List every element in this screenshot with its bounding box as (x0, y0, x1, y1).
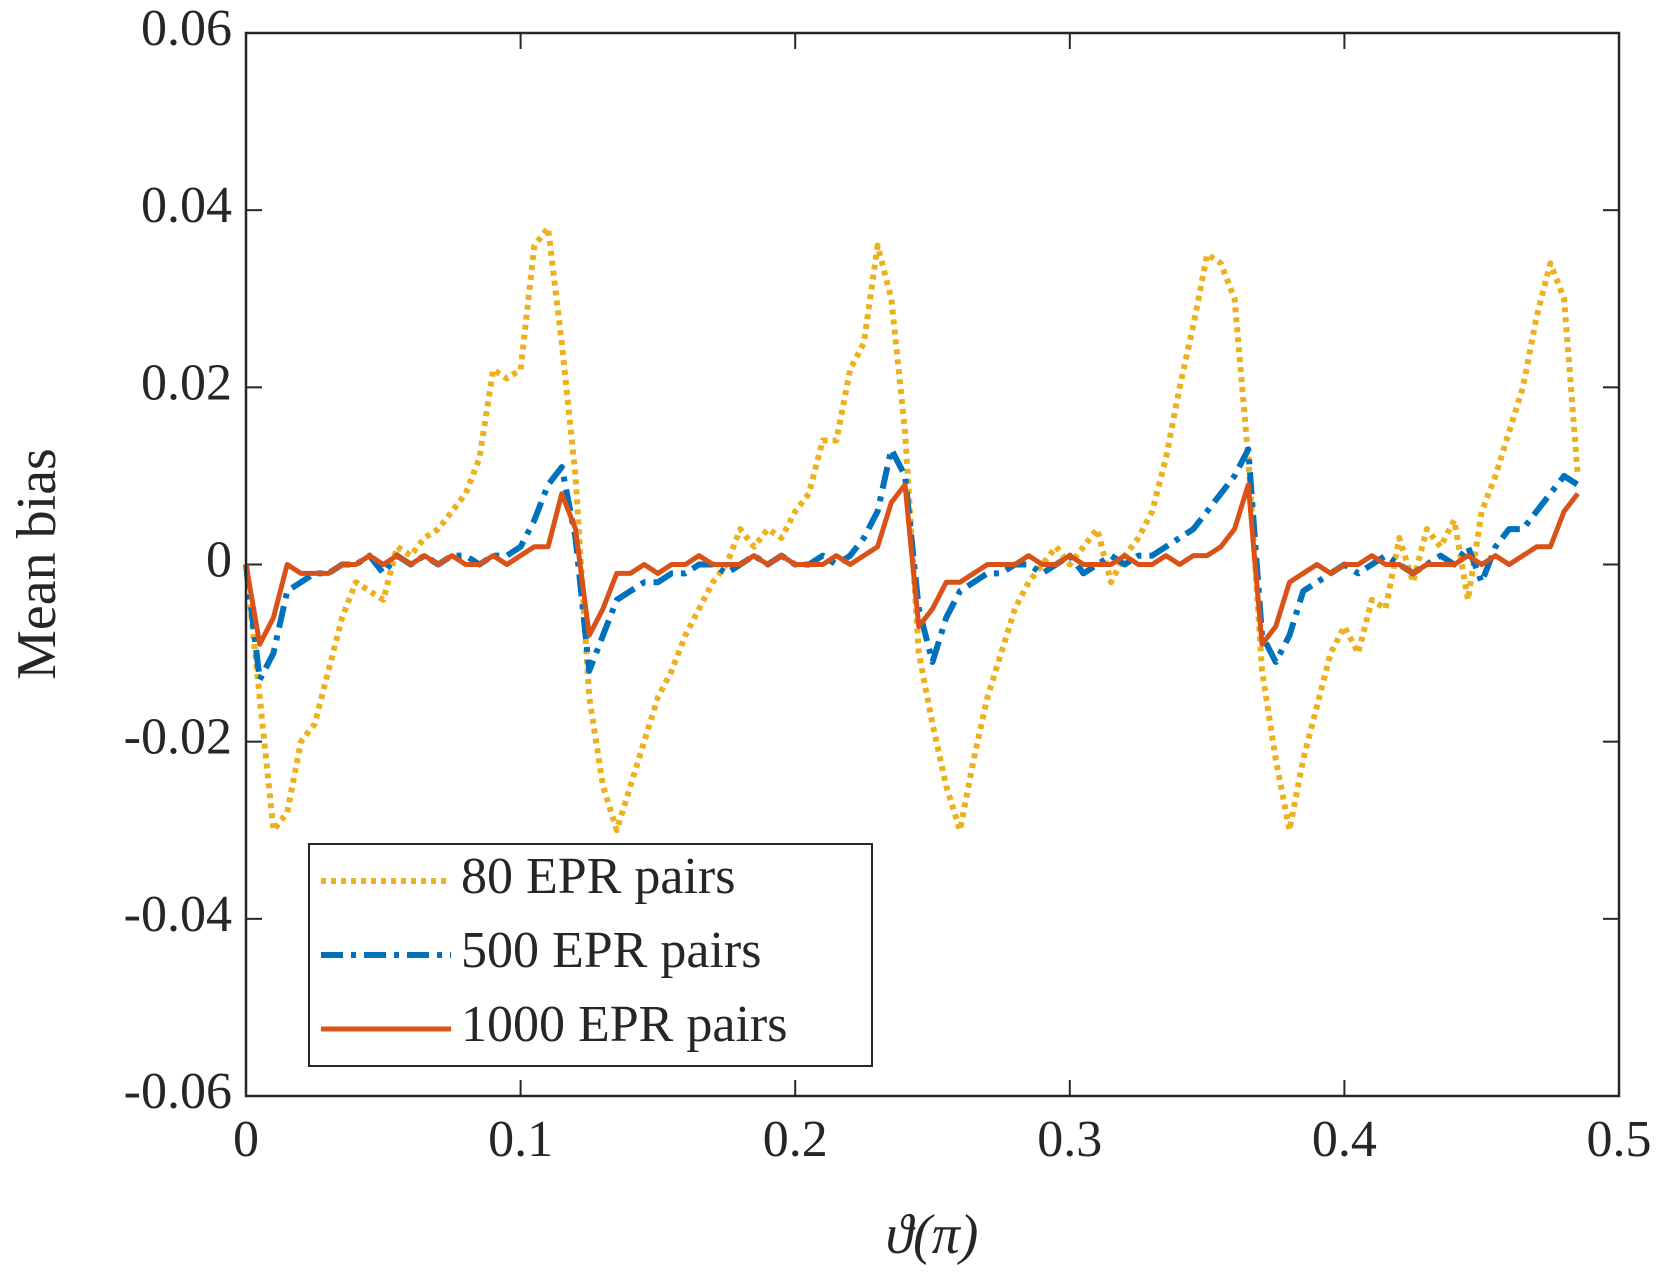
x-tick-label: 0.5 (1587, 1111, 1652, 1168)
x-axis-label: ϑ(π) (886, 1204, 979, 1266)
y-tick-label: 0 (206, 531, 232, 588)
legend-label: 500 EPR pairs (461, 922, 761, 979)
x-tick-label: 0.1 (488, 1111, 553, 1168)
plot-frame (244, 31, 1621, 1098)
y-tick-label: -0.04 (124, 886, 232, 943)
line (243, 482, 1580, 647)
x-tick-label: 0 (233, 1111, 259, 1168)
legend-label: 1000 EPR pairs (461, 996, 787, 1053)
y-tick-label: 0.04 (141, 177, 232, 234)
y-tick-label: 0.06 (141, 0, 232, 57)
line (243, 224, 1581, 834)
x-tick-label: 0.2 (763, 1111, 828, 1168)
y-tick-label: -0.06 (124, 1063, 232, 1120)
x-tick-label: 0.3 (1037, 1111, 1102, 1168)
y-tick-label: -0.02 (124, 709, 232, 766)
x-tick-label: 0.4 (1312, 1111, 1377, 1168)
legend-label: 80 EPR pairs (461, 848, 735, 905)
y-tick-label: 0.02 (141, 354, 232, 411)
y-axis-label: Mean bias (6, 448, 68, 680)
